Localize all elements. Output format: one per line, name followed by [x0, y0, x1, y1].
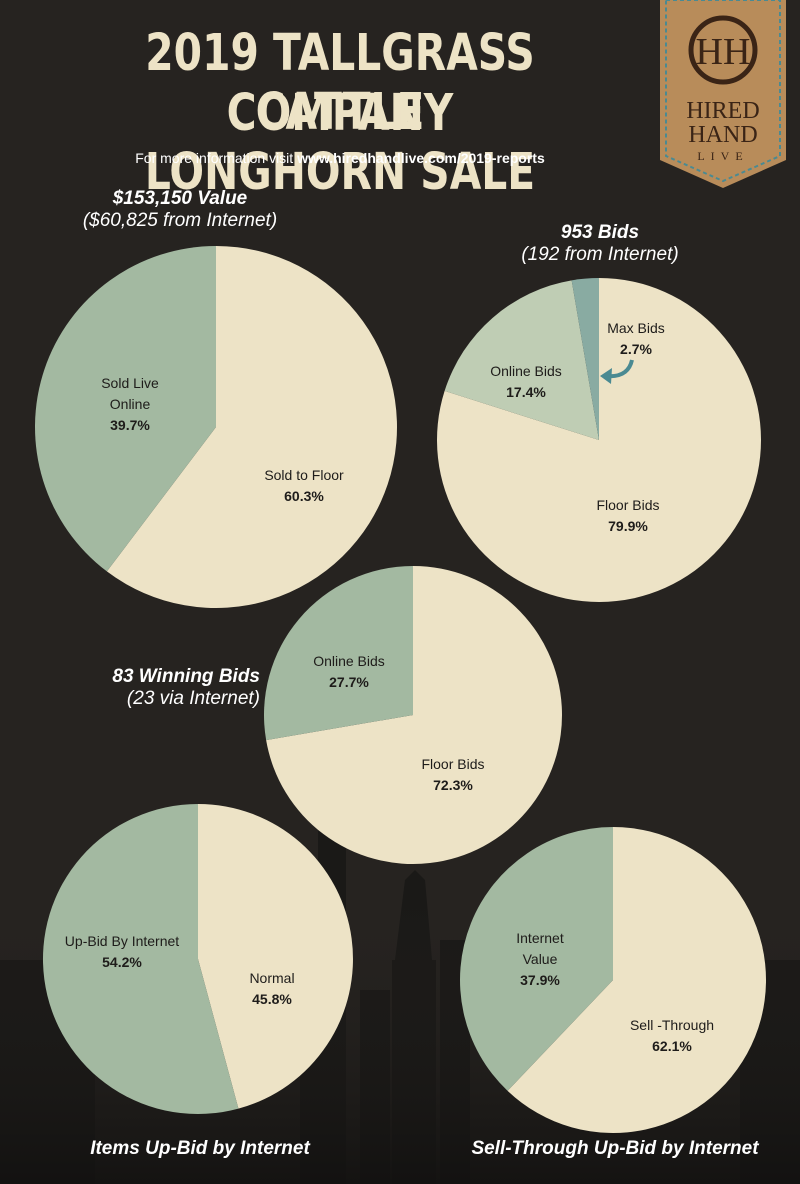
slice-value-label: 45.8%	[252, 991, 292, 1007]
slice-value-label: 37.9%	[520, 972, 560, 988]
pie-slice-up-bid-by-internet	[42, 804, 239, 1114]
pie-chart-4: Normal 45.8% Up-Bid By Internet 54.2%	[42, 804, 353, 1114]
slice-value-label: 54.2%	[102, 954, 142, 970]
slice-label: Normal	[249, 970, 294, 986]
title-line-1: 2019 TALLGRASS CATTLE	[145, 24, 535, 142]
slice-value-label: 2.7%	[620, 341, 652, 357]
slice-label: Sold to Floor	[264, 467, 344, 483]
pie-slice-online-bids	[264, 566, 413, 741]
logo-line-3: LIVE	[697, 149, 748, 163]
pie-slice-sold-live-online	[35, 246, 216, 572]
logo-monogram: HH	[696, 31, 751, 73]
pie-slice-max-bids	[571, 278, 599, 440]
slice-value-label: 62.1%	[652, 1038, 692, 1054]
pie-chart-3: Floor Bids 72.3% Online Bids 27.7%	[264, 565, 563, 865]
slice-value-label: 60.3%	[284, 488, 324, 504]
slice-value-label: 72.3%	[433, 777, 473, 793]
logo-line-2: HAND	[688, 122, 757, 148]
pie-slice-normal	[198, 804, 353, 1109]
winning-subtitle: (23 via Internet)	[126, 688, 260, 709]
slice-label: Up-Bid By Internet	[65, 933, 179, 949]
pie-slice-sell-through	[507, 827, 767, 1133]
sellthrough-title: Sell-Through Up-Bid by Internet	[471, 1138, 759, 1159]
pie-chart-5: Sell -Through 62.1% Internet Value 37.9%	[460, 827, 767, 1133]
info-prefix: For more information visit	[135, 150, 294, 166]
title-line-2: COMPANY LONGHORN SALE	[144, 84, 536, 202]
slice-label: Floor Bids	[596, 497, 659, 513]
slice-label: Sell -Through	[630, 1017, 714, 1033]
value-caption: $153,150 Value ($60,825 from Internet)	[60, 188, 300, 232]
value-title: $153,150 Value	[112, 188, 248, 209]
info-line: For more information visit www.hiredhand…	[60, 150, 620, 166]
pie-slice-online-bids	[444, 280, 599, 440]
winning-caption: 83 Winning Bids (23 via Internet)	[90, 666, 260, 710]
sellthrough-caption: Sell-Through Up-Bid by Internet	[440, 1138, 790, 1160]
pie-chart-2: Floor Bids 79.9% Online Bids 17.4% Max Bids 2…	[437, 278, 762, 603]
slice-value-label: 27.7%	[329, 674, 369, 690]
pie-slice-floor-bids	[266, 565, 563, 865]
bids-title: 953 Bids	[560, 222, 640, 243]
winning-title: 83 Winning Bids	[112, 666, 260, 687]
upbid-title: Items Up-Bid by Internet	[90, 1138, 310, 1159]
upbid-caption: Items Up-Bid by Internet	[40, 1138, 360, 1160]
slice-label: Internet Value	[516, 930, 564, 967]
slice-value-label: 17.4%	[506, 384, 546, 400]
bids-caption: 953 Bids (192 from Internet)	[490, 222, 710, 266]
hired-hand-live-logo: HH HIRED HAND LIVE	[660, 0, 786, 188]
slice-value-label: 39.7%	[110, 417, 150, 433]
slice-label: Online Bids	[490, 363, 562, 379]
slice-label: Max Bids	[607, 320, 665, 336]
info-url-link[interactable]: www.hiredhandlive.com/2019-reports	[297, 150, 545, 166]
logo-line-1: HIRED	[686, 98, 759, 124]
pie-slice-sold-to-floor	[106, 246, 398, 608]
slice-value-label: 79.9%	[608, 518, 648, 534]
slice-label: Online Bids	[313, 653, 385, 669]
slice-label: Sold Live Online	[101, 375, 159, 412]
pointer-arrowhead	[600, 368, 612, 384]
pie-slice-internet-value	[460, 827, 613, 1091]
pie-slice-floor-bids	[437, 278, 762, 603]
slice-label: Floor Bids	[421, 756, 484, 772]
bids-subtitle: (192 from Internet)	[521, 244, 679, 265]
value-subtitle: ($60,825 from Internet)	[82, 210, 278, 231]
pie-chart-1: Sold to Floor 60.3% Sold Live Online 39.7%	[35, 246, 398, 608]
